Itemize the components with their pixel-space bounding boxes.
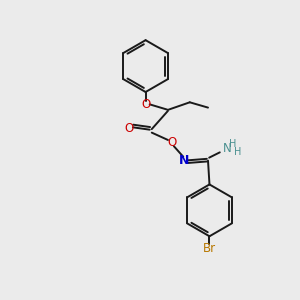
Text: N: N: [224, 142, 232, 155]
Text: N: N: [179, 154, 190, 167]
Text: O: O: [124, 122, 134, 135]
Text: O: O: [167, 136, 177, 148]
Text: H: H: [229, 139, 236, 148]
Text: Br: Br: [203, 242, 216, 255]
Text: O: O: [141, 98, 150, 111]
Text: H: H: [234, 147, 242, 158]
